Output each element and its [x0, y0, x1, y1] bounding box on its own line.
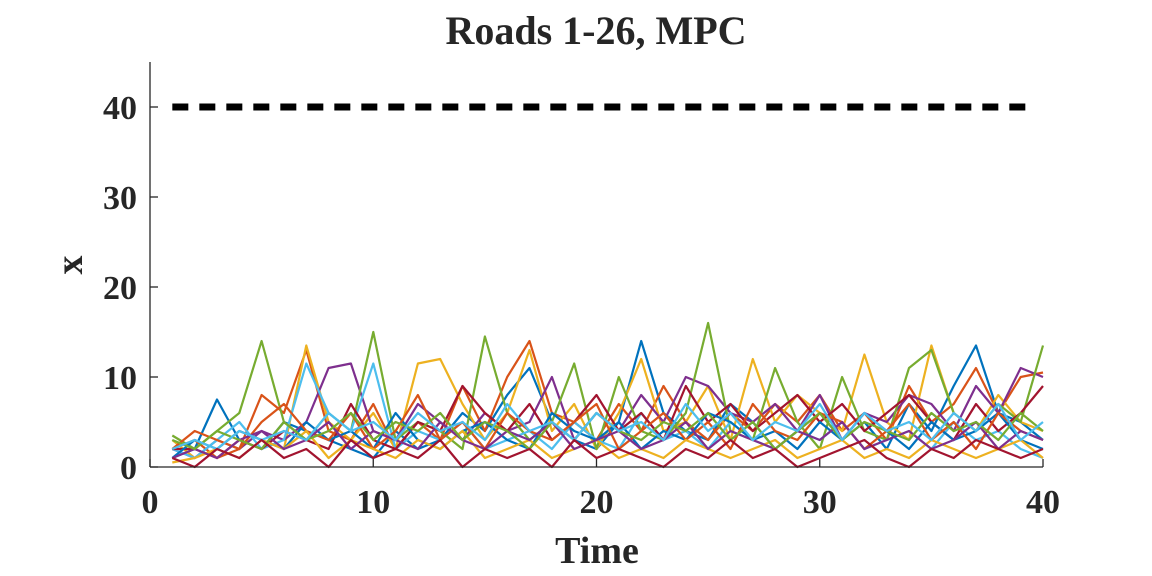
x-tick-label: 10	[356, 484, 390, 521]
x-tick-label: 0	[142, 484, 159, 521]
series-line-14	[171, 438, 1044, 469]
y-tick-label: 30	[103, 180, 137, 217]
y-tick-label: 20	[103, 270, 137, 307]
series-line-13	[171, 402, 1044, 451]
y-tick-label: 10	[103, 360, 137, 397]
x-tick-label: 40	[1026, 484, 1060, 521]
axes-layer: 0 10 20 30 40 0 10 20 30 40	[103, 62, 1060, 521]
y-axis-label: x	[49, 256, 91, 275]
series-layer	[171, 321, 1045, 469]
x-tick-label: 30	[803, 484, 837, 521]
y-tick-label: 0	[120, 450, 137, 487]
series-line-10	[172, 429, 1044, 464]
chart-title: Roads 1-26, MPC	[445, 8, 746, 53]
y-tick-label: 40	[103, 90, 137, 127]
x-axis-label: Time	[555, 530, 639, 572]
x-tick-label: 20	[580, 484, 614, 521]
